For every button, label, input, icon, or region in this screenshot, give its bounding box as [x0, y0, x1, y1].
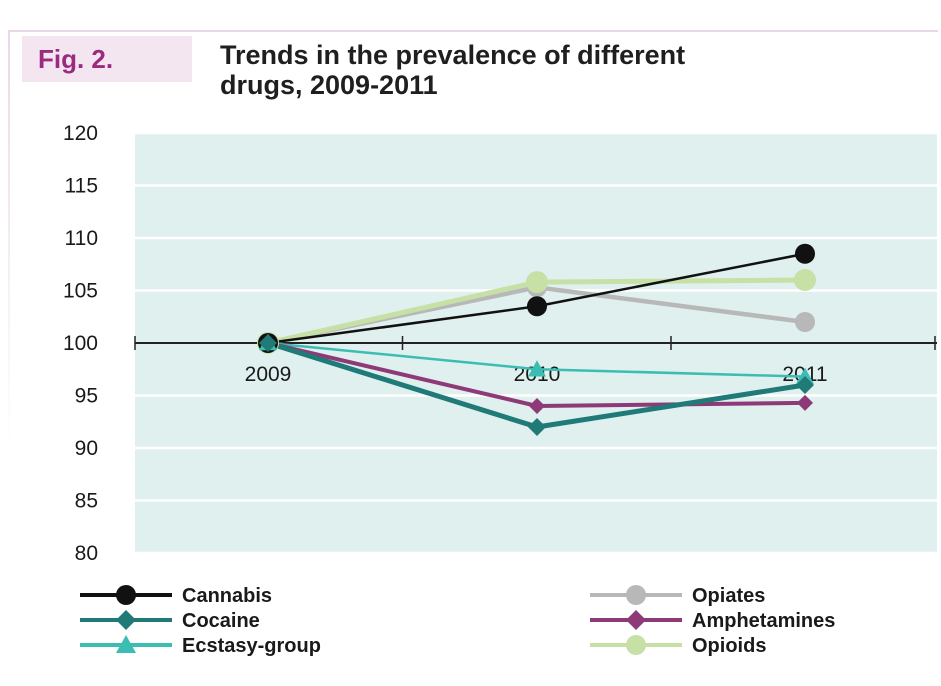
data-point-opiates [795, 312, 815, 332]
y-tick-label: 100 [63, 332, 98, 355]
y-tick-label: 120 [63, 122, 98, 145]
y-tick-label: 90 [75, 437, 98, 460]
legend-marker-amphetamines [626, 610, 646, 630]
legend-label-ecstasy-group: Ecstasy-group [182, 635, 321, 657]
legend-marker-opioids [626, 635, 646, 655]
data-point-cannabis [795, 243, 815, 264]
x-tick-label: 2009 [245, 363, 292, 386]
y-tick-label: 85 [75, 490, 98, 513]
legend-marker-cannabis [116, 585, 136, 605]
figure-label: Fig. 2. [22, 36, 192, 82]
data-point-opioids [794, 269, 816, 291]
legend-label-cannabis: Cannabis [182, 585, 272, 607]
legend-marker-ecstasy-group [116, 635, 136, 653]
legend-label-cocaine: Cocaine [182, 610, 260, 632]
data-point-ecstasy-group [796, 367, 814, 384]
legend-label-amphetamines: Amphetamines [692, 610, 835, 632]
data-point-opioids [526, 271, 548, 294]
y-tick-label: 115 [65, 175, 98, 198]
legend-marker-opiates [626, 585, 646, 605]
y-tick-label: 110 [65, 227, 98, 250]
legend-label-opiates: Opiates [692, 585, 765, 607]
data-point-cocaine [528, 418, 546, 436]
data-point-amphetamines [529, 398, 545, 414]
y-tick-label: 105 [63, 280, 98, 303]
data-point-cannabis [527, 296, 547, 317]
y-tick-label: 95 [75, 385, 98, 408]
left-divider [8, 30, 10, 450]
legend-marker-cocaine [116, 610, 136, 630]
data-point-ecstasy-group [528, 360, 546, 377]
data-point-cocaine [796, 376, 814, 394]
data-point-amphetamines [797, 394, 813, 411]
chart-title: Trends in the prevalence of different dr… [220, 40, 686, 100]
y-tick-label: 80 [75, 542, 98, 565]
top-divider [8, 30, 938, 32]
data-point-cocaine [259, 334, 277, 352]
legend-label-opioids: Opioids [692, 635, 766, 657]
